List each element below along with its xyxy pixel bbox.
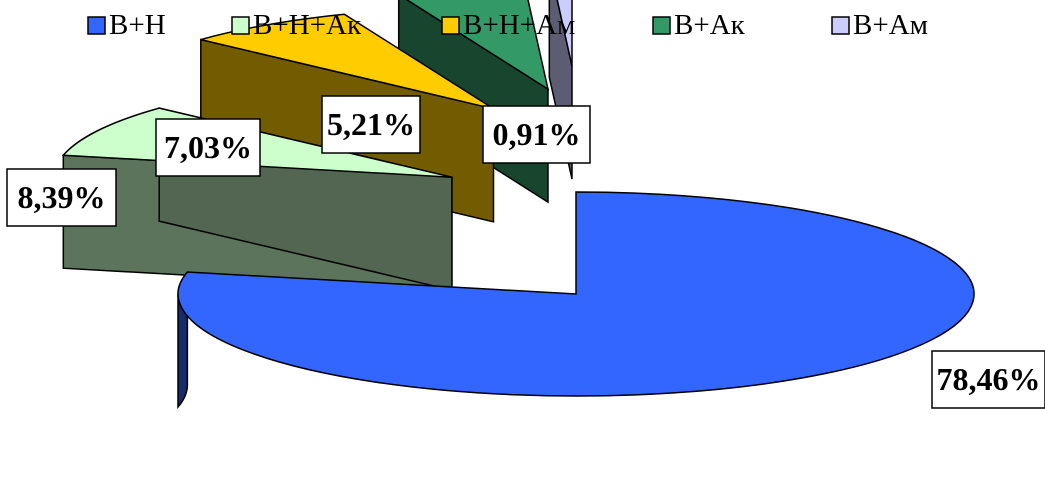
data-label-box: [321, 95, 421, 154]
data-label-text: 7,03%: [164, 129, 252, 165]
data-label-text: 5,21%: [327, 106, 415, 142]
legend-label: В+Н+Ак: [253, 9, 362, 41]
data-label-box: [482, 105, 591, 164]
data-labels: 78,46% 8,39% 7,03% 5,21% 0,91%: [6, 95, 1045, 409]
legend-item: В+Н+Ам: [441, 9, 575, 41]
legend-swatch: [831, 16, 850, 35]
data-label-box: [931, 350, 1045, 409]
legend-item: В+Ам: [831, 9, 928, 41]
data-label-text: 8,39%: [18, 179, 106, 215]
legend-swatch: [441, 16, 460, 35]
legend-item: В+Ак: [652, 9, 746, 41]
data-label-text: 0,91%: [493, 116, 581, 152]
data-label: 7,03%: [155, 118, 261, 177]
pie-slice: [177, 191, 975, 397]
legend-swatch: [87, 16, 106, 35]
legend-item: В+Н: [87, 9, 166, 41]
data-label-text: 78,46%: [937, 361, 1041, 397]
legend-label: В+Ам: [853, 9, 928, 41]
pie-slice: [200, 13, 494, 110]
data-label-box: [6, 168, 117, 227]
data-label: 78,46%: [931, 350, 1045, 409]
data-label: 0,91%: [482, 105, 591, 164]
pie-slice: [556, 0, 573, 67]
legend-swatch: [231, 16, 250, 35]
legend-label: В+Ак: [674, 9, 746, 41]
legend: В+Н В+Н+Ак В+Н+Ам В+Ак В+Ам: [87, 9, 928, 41]
data-label: 8,39%: [6, 168, 117, 227]
data-label: 5,21%: [321, 95, 421, 154]
legend-item: В+Н+Ак: [231, 9, 362, 41]
legend-label: В+Н+Ам: [463, 9, 575, 41]
legend-label: В+Н: [109, 9, 166, 41]
data-label-box: [155, 118, 261, 177]
legend-swatch: [652, 16, 671, 35]
